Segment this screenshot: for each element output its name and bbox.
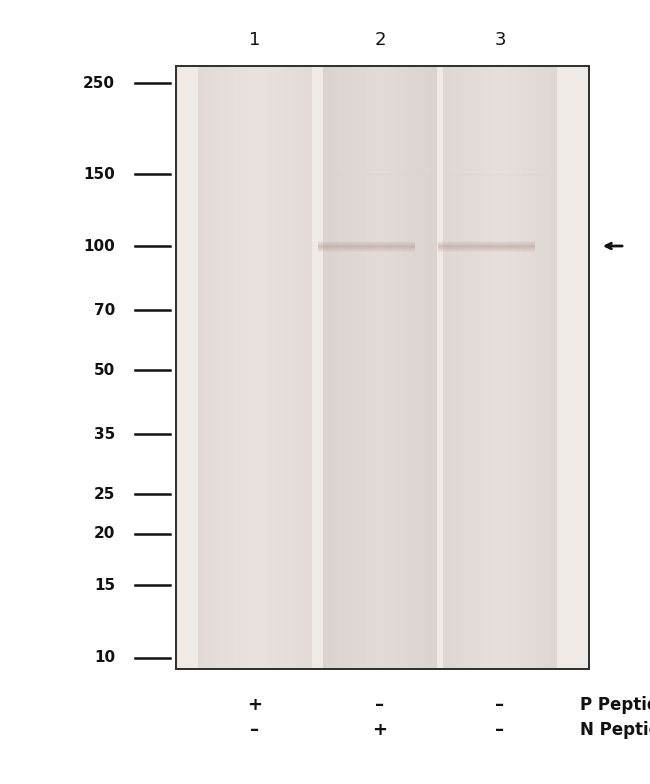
Text: +: + xyxy=(248,696,263,714)
Text: 250: 250 xyxy=(83,75,115,90)
Text: 35: 35 xyxy=(94,426,115,441)
Text: 25: 25 xyxy=(94,487,115,502)
Text: 100: 100 xyxy=(83,238,115,253)
Text: 70: 70 xyxy=(94,303,115,318)
Text: N Peptide: N Peptide xyxy=(580,721,650,739)
Text: 1: 1 xyxy=(250,31,261,49)
Text: 50: 50 xyxy=(94,362,115,378)
Text: 150: 150 xyxy=(83,166,115,182)
Text: –: – xyxy=(495,696,504,714)
Text: –: – xyxy=(250,721,259,739)
Text: 2: 2 xyxy=(374,31,385,49)
Text: 15: 15 xyxy=(94,578,115,593)
Text: +: + xyxy=(372,721,387,739)
Text: 3: 3 xyxy=(494,31,506,49)
Text: –: – xyxy=(376,696,385,714)
Text: P Peptide: P Peptide xyxy=(580,696,650,714)
Text: –: – xyxy=(495,721,504,739)
Text: 10: 10 xyxy=(94,651,115,666)
Text: 20: 20 xyxy=(94,527,115,542)
